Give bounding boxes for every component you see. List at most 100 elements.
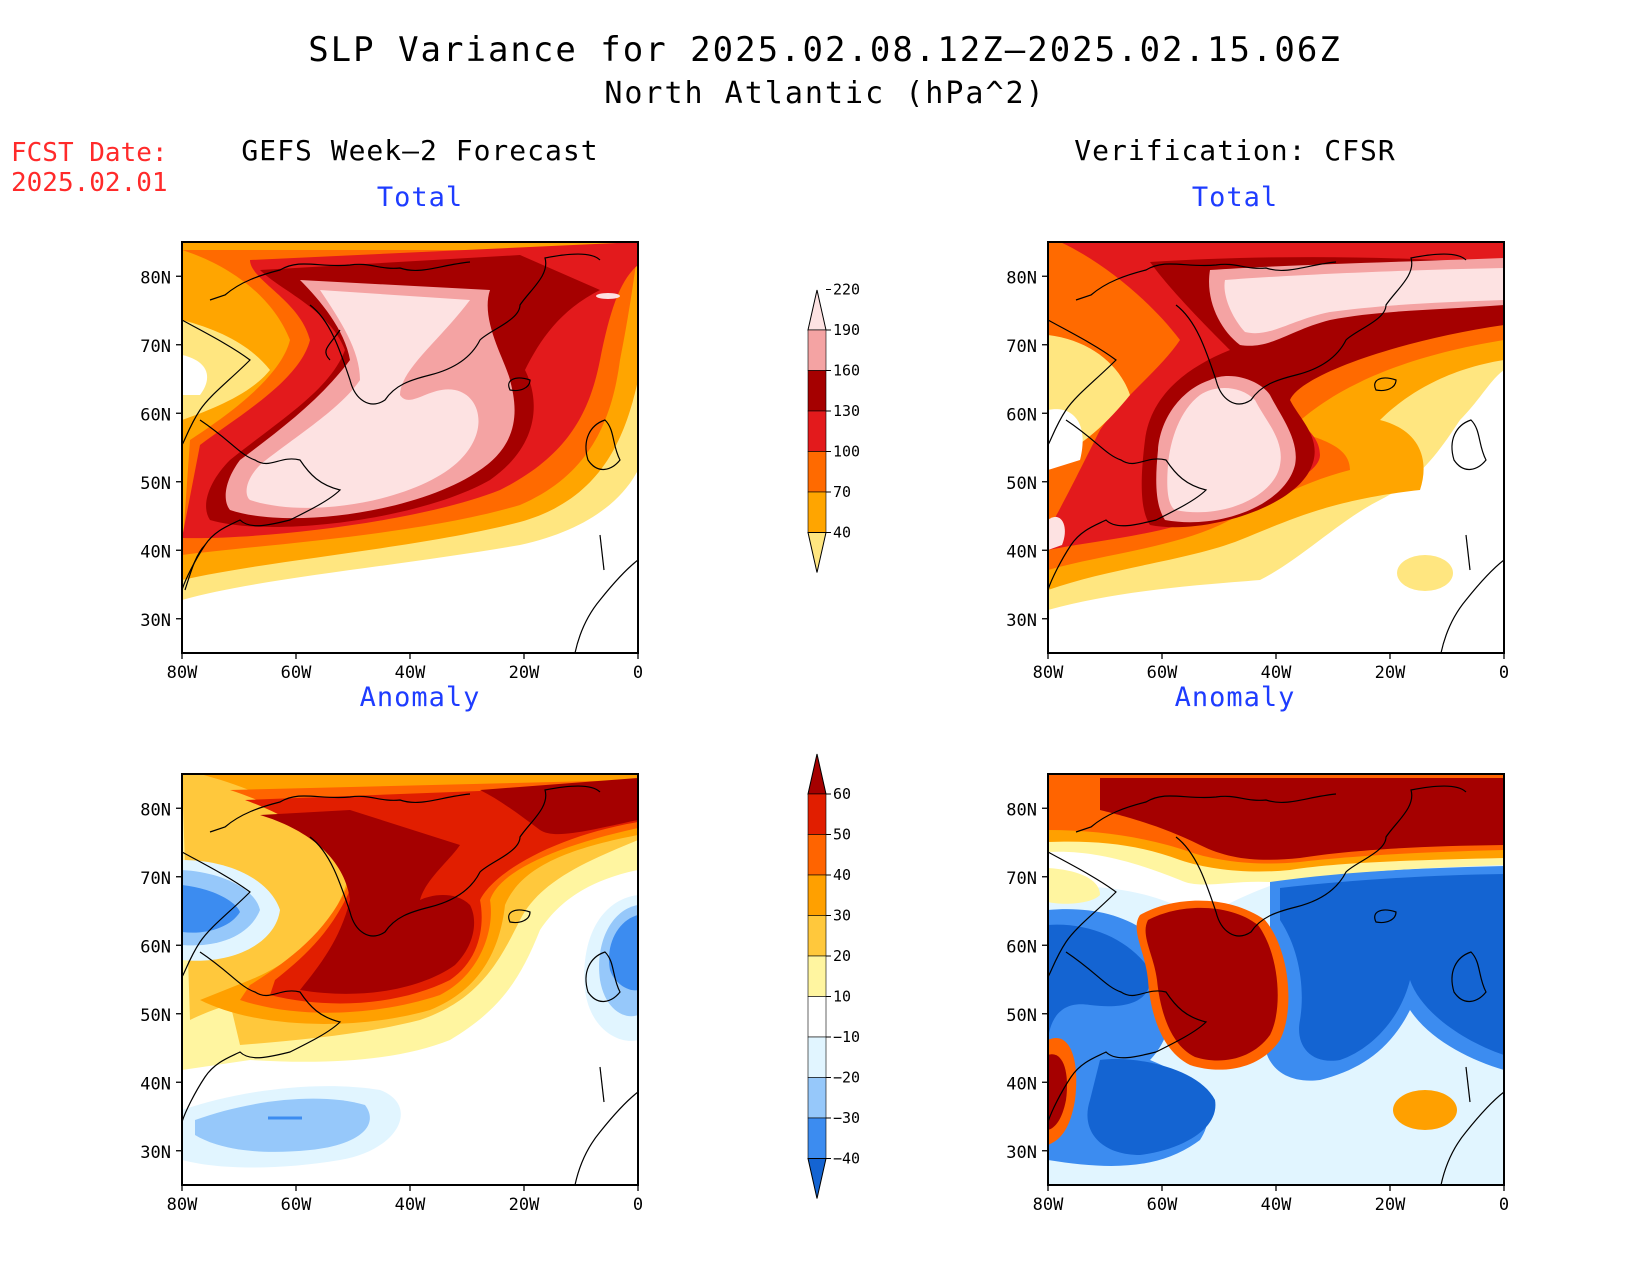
colorbar-anomaly-label: −20 <box>833 1069 860 1087</box>
lon-tick-label: 40W <box>395 1195 426 1215</box>
lon-tick-label: 40W <box>395 663 426 683</box>
lat-tick-label: 60N <box>1006 937 1037 957</box>
forecast-total-hudson <box>182 355 208 395</box>
lat-tick-label: 40N <box>140 542 171 562</box>
coastline-panel-1 <box>182 253 638 653</box>
lat-tick-label: 30N <box>1006 1143 1037 1163</box>
forecast-total-map <box>182 242 638 653</box>
verification-total-spot-east <box>1397 555 1453 591</box>
panel-title-verification-anomaly: Anomaly <box>1174 682 1296 713</box>
lon-tick-label: 80W <box>1033 1195 1064 1215</box>
colorbar-total-label: 190 <box>833 321 860 339</box>
lat-tick-label: 30N <box>140 611 171 631</box>
main-subtitle: North Atlantic (hPa^2) <box>604 76 1046 111</box>
coastlines <box>182 253 1504 1185</box>
lon-tick-label: 80W <box>167 1195 198 1215</box>
verification-total-upper-peak <box>1224 268 1504 334</box>
lon-tick-label: 60W <box>1147 1195 1178 1215</box>
colorbar-anomaly-swatch <box>807 915 827 957</box>
colorbar-anomaly-label: −10 <box>833 1028 860 1046</box>
lon-tick-label: 80W <box>1033 663 1064 683</box>
lon-tick-label: 40W <box>1261 663 1292 683</box>
colorbar-total-label: 100 <box>833 443 860 461</box>
colorbar-layer: 40 70 100 130 160 190 220 −40 −30 −20 −10 10 20 30 40 5… <box>807 281 860 1199</box>
lon-tick-label: 20W <box>1375 663 1406 683</box>
colorbar-anomaly-swatch <box>807 834 827 876</box>
verification-anomaly-dark-blue-east <box>1280 874 1504 1061</box>
colorbar-anomaly-bottom-arrow <box>807 1158 827 1199</box>
lon-tick-label: 20W <box>509 1195 540 1215</box>
verification-anomaly-pos-east-spot <box>1393 1090 1457 1130</box>
coastline-panel-4 <box>1048 785 1504 1185</box>
colorbar-total-swatch <box>807 329 827 371</box>
lon-tick-label: 60W <box>1147 663 1178 683</box>
verification-total-hudson <box>1048 409 1083 470</box>
colorbar-anomaly-label: 20 <box>833 947 851 965</box>
lat-tick-label: 80N <box>1006 800 1037 820</box>
verification-anomaly-map <box>1048 774 1504 1185</box>
lon-tick-label: 60W <box>281 663 312 683</box>
panel-title-forecast-total: Total <box>376 182 464 213</box>
lat-tick-label: 50N <box>140 1006 171 1026</box>
main-title: SLP Variance for 2025.02.08.12Z–2025.02.… <box>308 30 1342 70</box>
colorbar-anomaly: −40 −30 −20 −10 10 20 30 40 50 60 <box>807 753 860 1199</box>
lat-tick-label: 50N <box>140 474 171 494</box>
forecast-anomaly-neg-south-mid <box>195 1098 370 1152</box>
colorbar-anomaly-label: −30 <box>833 1109 860 1127</box>
colorbar-total-swatch <box>807 370 827 412</box>
forecast-anomaly-map <box>182 774 638 1185</box>
colorbar-anomaly-top-arrow <box>807 753 827 795</box>
panel-title-forecast-anomaly: Anomaly <box>359 682 481 713</box>
lat-tick-label: 50N <box>1006 1006 1037 1026</box>
lat-tick-label: 60N <box>140 937 171 957</box>
column-title-forecast: GEFS Week–2 Forecast <box>241 134 599 167</box>
colorbar-total-label: 40 <box>833 524 851 542</box>
lat-tick-label: 70N <box>1006 337 1037 357</box>
coastline-panel-3 <box>182 785 638 1185</box>
column-title-verification: Verification: CFSR <box>1074 134 1396 167</box>
lon-tick-label: 0 <box>1499 663 1509 683</box>
lat-tick-label: 40N <box>1006 542 1037 562</box>
verification-anomaly-dark-blue-west <box>1048 924 1151 1040</box>
forecast-total-low-west <box>182 320 270 420</box>
colorbar-total-swatch <box>807 491 827 533</box>
forecast-total-spot <box>596 293 620 299</box>
colorbar-anomaly-swatch <box>807 1036 827 1078</box>
verification-anomaly-pos-nw-spot <box>1048 868 1100 904</box>
colorbar-anomaly-swatch <box>807 1117 827 1159</box>
verification-anomaly-pos-north-60 <box>1100 778 1504 860</box>
forecast-date-label: FCST Date: <box>11 138 168 168</box>
lon-tick-label: 80W <box>167 663 198 683</box>
lon-tick-label: 40W <box>1261 1195 1292 1215</box>
colorbar-anomaly-label: 60 <box>833 785 851 803</box>
axes-layer: 80N 70N 60N 50N 40N 30N 80W 60W 40W 20W 0 80N 70N 60N… <box>140 268 1509 1215</box>
forecast-anomaly-neg-west-dark <box>182 885 240 933</box>
colorbar-total-label: 70 <box>833 483 851 501</box>
lat-tick-label: 80N <box>1006 268 1037 288</box>
colorbar-anomaly-swatch <box>807 996 827 1038</box>
lat-tick-label: 70N <box>140 869 171 889</box>
verification-anomaly-dark-blue-south <box>1087 1059 1216 1155</box>
colorbar-anomaly-swatch <box>807 955 827 997</box>
lat-tick-label: 40N <box>1006 1074 1037 1094</box>
lat-tick-label: 70N <box>1006 869 1037 889</box>
lon-tick-label: 20W <box>1375 1195 1406 1215</box>
lat-tick-label: 70N <box>140 337 171 357</box>
colorbar-total-label: 130 <box>833 402 860 420</box>
panel-title-verification-total: Total <box>1191 182 1279 213</box>
lat-tick-label: 60N <box>140 405 171 425</box>
coastline-panel-2 <box>1048 253 1504 653</box>
colorbar-total-bottom-arrow <box>807 532 827 573</box>
colorbar-total-label: 160 <box>833 362 860 380</box>
lon-tick-label: 0 <box>1499 1195 1509 1215</box>
colorbar-anomaly-label: 10 <box>833 988 851 1006</box>
forecast-total-band-220 <box>246 290 479 508</box>
colorbar-total-swatch <box>807 410 827 452</box>
lat-tick-label: 80N <box>140 800 171 820</box>
colorbar-anomaly-swatch <box>807 793 827 835</box>
lon-tick-label: 0 <box>633 663 643 683</box>
colorbar-anomaly-swatch <box>807 874 827 916</box>
verification-total-spot <box>1048 516 1065 550</box>
lon-tick-label: 60W <box>281 1195 312 1215</box>
